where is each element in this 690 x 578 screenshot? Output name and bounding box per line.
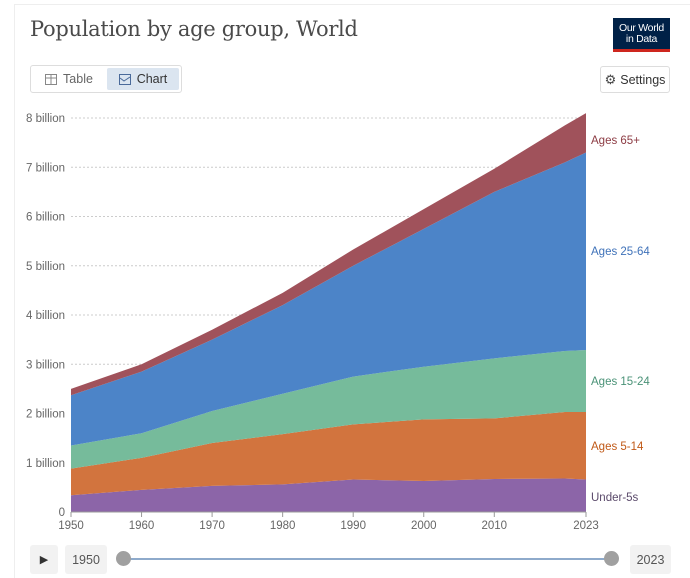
- timeline-start[interactable]: 1950: [65, 545, 107, 574]
- area-ages-5-14: [71, 412, 586, 496]
- settings-label: Settings: [620, 72, 666, 87]
- series-label: Ages 5-14: [591, 441, 644, 453]
- tab-chart-label: Chart: [136, 72, 168, 86]
- x-tick-label: 1960: [129, 520, 155, 532]
- y-tick-label: 6 billion: [26, 212, 65, 224]
- logo-line2: in Data: [625, 33, 658, 45]
- series-label: Ages 65+: [591, 135, 640, 147]
- tab-table-label: Table: [63, 72, 93, 86]
- settings-button[interactable]: ⚙ Settings: [600, 66, 670, 93]
- x-tick-label: 1980: [270, 520, 296, 532]
- y-tick-label: 3 billion: [26, 359, 65, 371]
- area-under-5s: [71, 478, 586, 512]
- x-tick-label: 2010: [481, 520, 507, 532]
- owid-logo[interactable]: Our World in Data: [613, 18, 670, 52]
- series-label: Under-5s: [591, 492, 639, 504]
- x-tick-label: 2000: [411, 520, 437, 532]
- chart-icon: [118, 73, 131, 85]
- play-icon: ▶: [39, 554, 49, 566]
- x-tick-label: 1950: [58, 520, 84, 532]
- x-tick-label: 1970: [199, 520, 225, 532]
- tab-table[interactable]: Table: [33, 68, 105, 90]
- page-title: Population by age group, World: [30, 17, 358, 41]
- x-tick-label: 1990: [340, 520, 366, 532]
- area-chart: 0 1 billion 2 billion 3 billion 4 billion 5 b…: [26, 113, 650, 532]
- table-icon: [45, 73, 58, 85]
- y-tick-label: 8 billion: [26, 113, 65, 125]
- view-tabs: Table Chart: [30, 65, 182, 93]
- series-label: Ages 15-24: [591, 376, 650, 388]
- logo-line1: Our World: [619, 22, 664, 34]
- y-tick-label: 5 billion: [26, 261, 65, 273]
- area-ages-15-24: [71, 349, 586, 469]
- timeline-slider[interactable]: [124, 558, 612, 560]
- y-tick-label: 7 billion: [26, 162, 65, 174]
- y-tick-label: 4 billion: [26, 310, 65, 322]
- gear-icon: ⚙: [604, 71, 617, 87]
- timeline-start-handle[interactable]: [116, 551, 131, 566]
- chart-card: [14, 4, 690, 578]
- x-tick-label: 2023: [573, 520, 599, 532]
- area-ages-25-64: [71, 152, 586, 446]
- timeline-end-handle[interactable]: [604, 551, 619, 566]
- tab-chart[interactable]: Chart: [107, 68, 179, 90]
- timeline-end[interactable]: 2023: [630, 545, 671, 574]
- y-tick-label: 1 billion: [26, 458, 65, 470]
- play-button[interactable]: ▶: [30, 545, 58, 574]
- y-tick-label: 2 billion: [26, 409, 65, 421]
- series-label: Ages 25-64: [591, 246, 650, 258]
- y-tick-label: 0: [59, 507, 65, 519]
